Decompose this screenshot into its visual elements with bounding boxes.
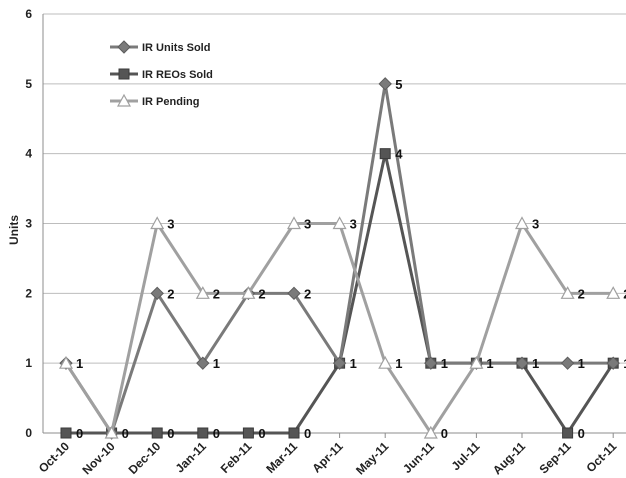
data-label: 1 — [532, 356, 539, 371]
diamond-marker — [515, 356, 529, 370]
legend-item: IR Units Sold — [110, 40, 210, 54]
data-label: 2 — [623, 286, 626, 301]
square-marker — [562, 427, 574, 439]
triangle-marker — [606, 286, 621, 299]
x-tick-label: Jun-11 — [400, 439, 437, 476]
square-marker — [197, 427, 209, 439]
data-label: 3 — [532, 217, 539, 232]
y-tick-label: 1 — [25, 356, 32, 370]
y-tick-label: 3 — [25, 217, 32, 231]
x-tick-label: Jul-11 — [449, 439, 483, 473]
data-label: 2 — [167, 286, 174, 301]
data-label: 2 — [578, 286, 585, 301]
square-marker — [288, 427, 300, 439]
triangle-marker — [58, 355, 74, 369]
y-tick-label: 0 — [25, 426, 32, 440]
square-marker — [151, 427, 163, 439]
diamond-marker — [196, 356, 210, 370]
triangle-marker — [332, 216, 347, 230]
triangle-marker — [116, 93, 132, 107]
diamond-marker — [424, 356, 438, 370]
x-tick-label: Sep-11 — [536, 439, 573, 476]
data-label: 1 — [213, 356, 220, 371]
data-label: 0 — [441, 426, 448, 441]
data-label: 0 — [167, 426, 174, 441]
triangle-marker — [423, 425, 438, 439]
series-line — [64, 222, 614, 435]
diamond-marker — [150, 286, 164, 301]
y-tick-label: 5 — [25, 77, 32, 91]
data-label: 1 — [578, 356, 585, 371]
triangle-marker — [241, 286, 256, 299]
diamond-marker — [117, 40, 131, 54]
y-tick-label: 6 — [25, 7, 32, 21]
diamond-marker — [606, 356, 620, 370]
data-label: 0 — [578, 426, 585, 441]
square-marker — [379, 148, 391, 160]
data-label: 1 — [623, 356, 626, 371]
y-tick-label: 4 — [25, 147, 32, 161]
data-label: 1 — [76, 356, 83, 371]
y-axis-title: Units — [7, 215, 21, 245]
legend-label: IR REOs Sold — [142, 69, 213, 81]
data-label: 2 — [258, 286, 265, 301]
data-label: 1 — [486, 356, 493, 371]
triangle-marker — [286, 216, 302, 230]
data-label: 0 — [122, 426, 129, 441]
x-tick-label: May-11 — [353, 439, 391, 477]
x-tick-label: Mar-11 — [263, 439, 300, 476]
data-label: 3 — [167, 217, 174, 232]
data-label: 3 — [350, 217, 357, 232]
data-labels: 1 0 2 1 2 2 1 5 1 1 1 1 1 0 0 0 0 0 4 0 3 2 3 3 1 0 3 2 2 — [76, 77, 626, 441]
y-tick-label: 2 — [25, 286, 32, 300]
triangle-marker — [514, 216, 530, 230]
data-label: 1 — [350, 356, 357, 371]
series-ir-units-sold — [59, 77, 620, 440]
diamond-marker — [287, 286, 301, 301]
data-label: 1 — [395, 356, 402, 371]
legend-item: IR Pending — [110, 93, 199, 108]
triangle-marker — [104, 425, 119, 439]
data-label: 2 — [304, 286, 311, 301]
x-tick-label: Dec-10 — [126, 439, 164, 477]
x-tick-label: Nov-10 — [80, 439, 118, 477]
series-ir-pending — [58, 216, 621, 439]
data-label: 4 — [395, 147, 403, 162]
legend-item: IR REOs Sold — [110, 68, 213, 81]
x-tick-label: Feb-11 — [218, 439, 255, 476]
square-marker — [242, 427, 254, 439]
square-marker — [60, 427, 72, 439]
triangle-marker — [195, 286, 210, 299]
diamond-marker — [378, 77, 392, 91]
x-tick-label: Oct-11 — [583, 439, 619, 475]
data-label: 2 — [213, 286, 220, 301]
diamond-marker — [560, 356, 575, 370]
triangle-marker — [469, 355, 484, 369]
series-lines — [58, 77, 621, 440]
x-tick-label: Apr-11 — [309, 439, 346, 476]
legend: IR Units Sold IR REOs Sold IR Pending — [110, 40, 213, 108]
diamond-marker — [332, 356, 347, 370]
legend-label: IR Units Sold — [142, 42, 210, 54]
legend-label: IR Pending — [142, 96, 199, 108]
data-label: 0 — [76, 426, 83, 441]
data-label: 1 — [441, 356, 448, 371]
data-label: 3 — [304, 217, 311, 232]
triangle-marker — [378, 355, 393, 369]
gridlines — [43, 13, 626, 434]
x-tick-label: Oct-10 — [36, 439, 73, 476]
triangle-marker — [150, 216, 165, 230]
x-tick-label: Aug-11 — [490, 439, 528, 477]
data-label: 0 — [213, 426, 220, 441]
triangle-marker — [560, 286, 575, 299]
data-label: 5 — [395, 77, 402, 92]
x-tick-label: Jan-11 — [173, 439, 210, 476]
data-label: 0 — [258, 426, 265, 441]
data-label: 0 — [304, 426, 311, 441]
square-marker — [118, 68, 130, 80]
